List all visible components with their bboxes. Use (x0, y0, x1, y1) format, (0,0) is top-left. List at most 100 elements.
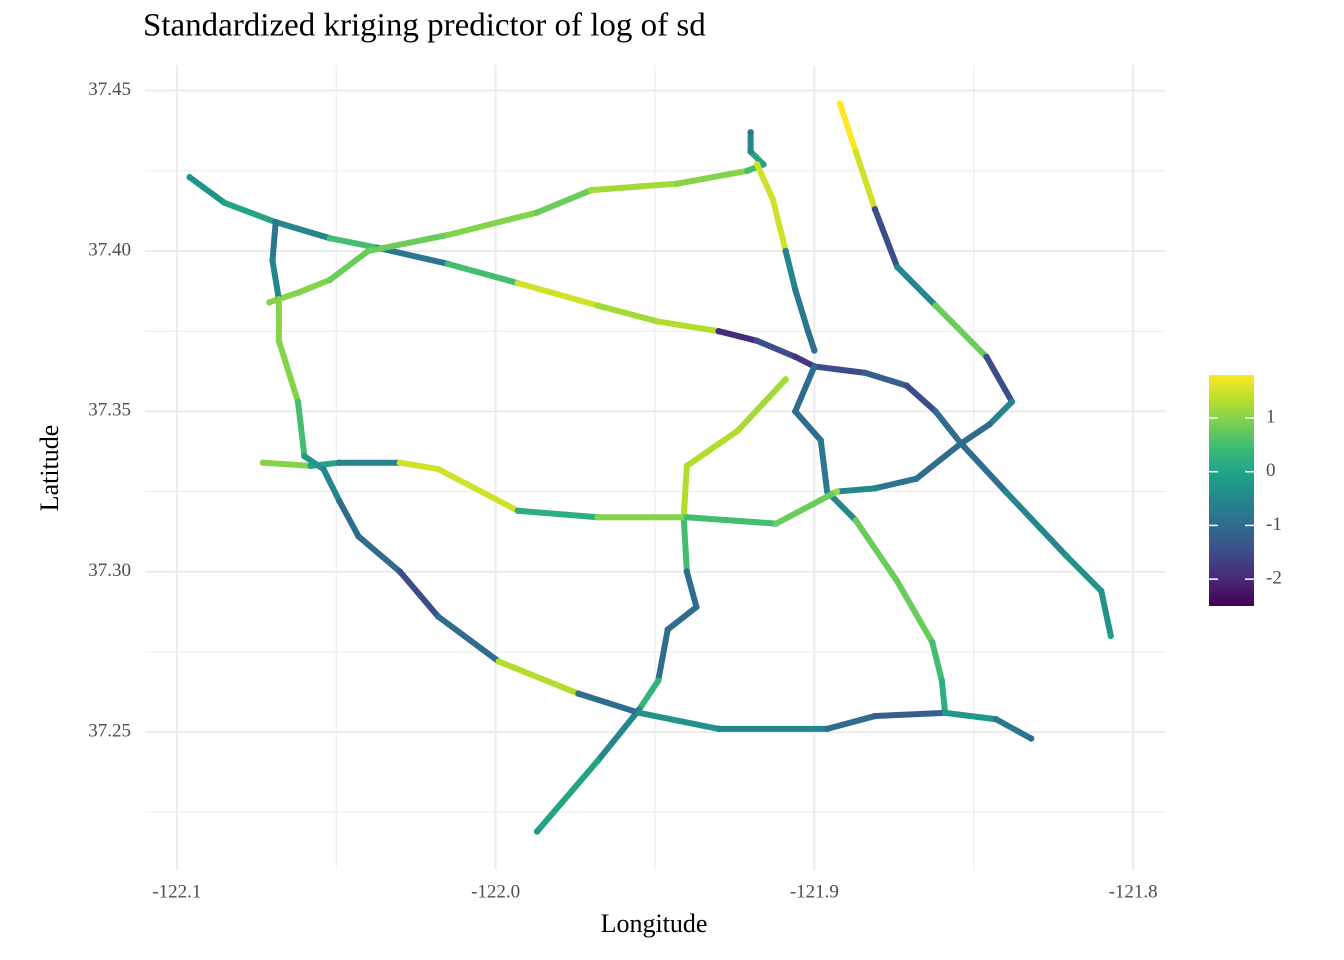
road-point (871, 485, 879, 492)
y-axis-title: Latitude (35, 425, 64, 512)
road-segment (734, 376, 789, 434)
road-segment (295, 398, 308, 460)
road-point (852, 148, 860, 155)
road-segment (958, 421, 993, 447)
road-point (894, 578, 901, 585)
road-point (772, 520, 780, 527)
road-segment (295, 276, 333, 296)
road-point (836, 100, 844, 107)
road-point (792, 353, 799, 361)
road-point (396, 568, 404, 575)
road-point (594, 514, 601, 521)
colorbar-label: -1 (1266, 514, 1282, 535)
road-point (444, 260, 452, 268)
road-point (683, 568, 691, 575)
road-segment (782, 248, 799, 293)
road-point (769, 196, 777, 203)
road-segment (365, 231, 451, 255)
road-segment (938, 677, 949, 716)
road-segment (805, 328, 818, 354)
road-point (444, 231, 452, 239)
road-point (575, 690, 582, 697)
road-segment (773, 488, 840, 527)
road-segment (326, 248, 372, 283)
road-segment (534, 187, 595, 216)
road-segment (1063, 552, 1105, 594)
road-segment (993, 716, 1035, 742)
road-segment (792, 363, 818, 415)
road-point (938, 677, 946, 684)
road-point (744, 167, 751, 175)
y-tick-label: 37.25 (88, 720, 131, 741)
road-segment (680, 462, 690, 521)
road-segment (355, 533, 403, 575)
road-segment (444, 260, 521, 287)
road-point (533, 828, 541, 835)
road-point (782, 247, 789, 255)
road-segment (266, 289, 301, 306)
road-point (894, 263, 901, 271)
road-segment (275, 337, 301, 405)
road-point (753, 161, 761, 168)
road-point (734, 427, 742, 434)
road-segment (397, 568, 442, 620)
road-point (364, 247, 372, 255)
road-segment (514, 280, 601, 309)
road-segment (259, 459, 314, 469)
road-segment (833, 485, 878, 495)
road-point (272, 218, 279, 226)
road-segment (336, 498, 362, 540)
road-point (811, 363, 818, 370)
road-segment (983, 353, 1015, 405)
road-point (715, 327, 722, 335)
road-segment (852, 148, 878, 213)
road-point (1107, 632, 1115, 640)
road-segment (769, 196, 789, 255)
road-point (514, 507, 522, 514)
road-point (715, 725, 722, 733)
road-segment (221, 199, 279, 226)
chart-title: Standardized kriging predictor of log of… (143, 8, 706, 44)
road-segment (942, 709, 1000, 723)
road-segment (683, 427, 741, 469)
road-segment (435, 613, 502, 665)
road-segment (792, 353, 818, 370)
road-point (186, 174, 193, 181)
road-point (823, 725, 831, 733)
road-point (435, 613, 442, 620)
road-segment (534, 757, 601, 835)
road-point (932, 408, 939, 415)
road-point (683, 514, 691, 521)
road-point (804, 327, 812, 335)
road-segment (495, 658, 582, 697)
road-point (320, 465, 327, 473)
road-segment (594, 706, 643, 764)
road-point (533, 209, 541, 216)
road-segment (435, 466, 521, 514)
y-tick-label: 37.45 (88, 79, 131, 100)
colorbar (1209, 375, 1254, 606)
road-segment (894, 264, 939, 309)
grid (145, 65, 1165, 870)
colorbar-ticks: -2 -1 0 1 (1209, 406, 1282, 588)
road-point (435, 465, 442, 473)
road-segment (655, 626, 671, 684)
y-tick-label: 37.35 (88, 400, 131, 421)
road-point (514, 279, 522, 287)
road-point (355, 533, 362, 540)
road-segment (575, 690, 643, 716)
road-segment (932, 302, 990, 360)
road-segment (683, 514, 780, 527)
road-segment (301, 453, 327, 473)
road-segment (680, 514, 690, 575)
road-segment (986, 398, 1015, 428)
road-point (871, 206, 879, 213)
road-point (336, 497, 343, 505)
road-point (221, 199, 228, 207)
road-point (792, 286, 799, 293)
road-segment (444, 209, 541, 238)
road-segment (754, 337, 799, 360)
road-point (852, 517, 860, 524)
x-tick-label: -121.9 (790, 881, 839, 902)
road-point (792, 408, 799, 415)
